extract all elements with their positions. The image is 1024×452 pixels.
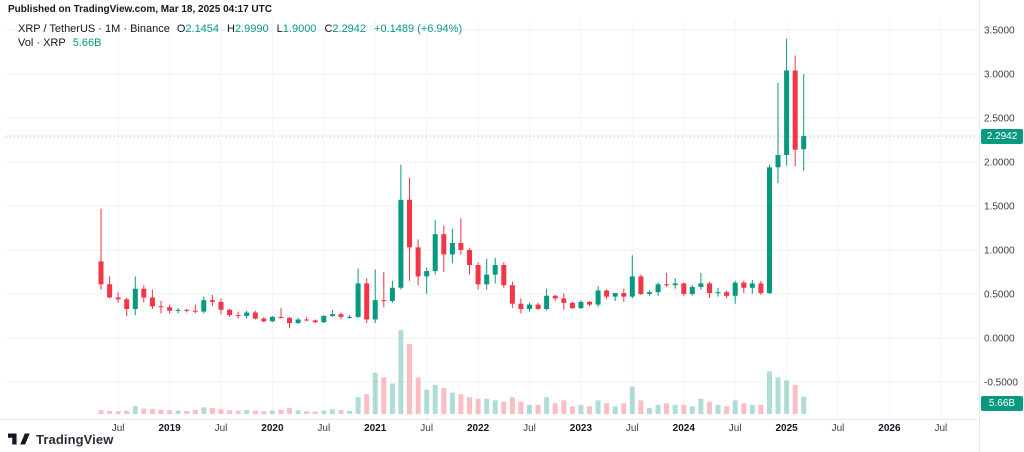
volume-title: Vol · XRP <box>18 37 66 49</box>
time-axis-tick: 2020 <box>261 423 284 434</box>
legend-symbol-row: XRP / TetherUS · 1M · Binance O2.1454 H2… <box>18 22 462 36</box>
grid-lines <box>0 0 980 452</box>
low-value: 1.9000 <box>282 23 317 35</box>
time-axis-tick: Jul <box>523 423 536 434</box>
time-axis-tick: Jul <box>317 423 330 434</box>
price-axis-tick: 3.5000 <box>984 26 1015 37</box>
price-axis-tick: 0.0000 <box>984 334 1015 345</box>
time-axis-tick: 2025 <box>775 423 798 434</box>
ohlc-high: H2.9990 <box>227 22 269 36</box>
chart-legend: XRP / TetherUS · 1M · Binance O2.1454 H2… <box>18 22 462 50</box>
last-price-label: 2.2942 <box>981 129 1023 144</box>
ohlc-close: C2.2942 <box>324 22 366 36</box>
volume-value: 5.66B <box>72 37 102 49</box>
price-axis-tick: -0.5000 <box>984 378 1018 389</box>
high-label: H <box>227 23 235 35</box>
price-axis-tick: 1.0000 <box>984 246 1015 257</box>
volume-bars <box>98 330 807 415</box>
close-value: 2.2942 <box>332 23 367 35</box>
tradingview-footer: TradingView <box>8 431 113 447</box>
high-value: 2.9990 <box>235 23 269 35</box>
time-axis-tick: Jul <box>935 423 948 434</box>
ohlc-low: L1.9000 <box>277 22 317 36</box>
last-volume-label: 5.66B <box>981 396 1023 411</box>
time-axis-tick: 2023 <box>570 423 593 434</box>
time-axis-tick: 2021 <box>364 423 387 434</box>
ohlc-open: O2.1454 <box>177 22 219 36</box>
price-axis-tick: 1.5000 <box>984 202 1015 213</box>
legend-volume-row: Vol · XRP 5.66B <box>18 36 462 50</box>
change-value: +0.1489 (+6.94%) <box>374 23 463 35</box>
price-axis-tick: 2.5000 <box>984 114 1015 125</box>
published-timestamp: Published on TradingView.com, Mar 18, 20… <box>8 4 272 15</box>
price-axis-tick: 3.0000 <box>984 70 1015 81</box>
price-axis-tick: 2.0000 <box>984 158 1015 169</box>
price-axis-tick: 0.5000 <box>984 290 1015 301</box>
time-axis-tick: Jul <box>626 423 639 434</box>
time-axis-tick: Jul <box>112 423 125 434</box>
time-axis-tick: Jul <box>729 423 742 434</box>
candles <box>98 38 807 329</box>
close-label: C <box>324 23 333 35</box>
open-label: O <box>176 23 186 35</box>
open-value: 2.1454 <box>185 23 220 35</box>
time-axis-tick: 2024 <box>673 423 696 434</box>
time-axis[interactable]: Jul 2019 Jul 2020 Jul 2021 Jul 2022 Jul 2023 Jul 20… <box>112 423 948 434</box>
time-axis-tick: Jul <box>420 423 433 434</box>
time-axis-tick: 2019 <box>158 423 181 434</box>
time-axis-tick: Jul <box>832 423 845 434</box>
price-axis[interactable]: 3.5000 3.0000 2.5000 2.0000 1.5000 1.0000 0.50… <box>984 26 1018 389</box>
symbol-title: XRP / TetherUS · 1M · Binance <box>18 23 170 35</box>
low-label: L <box>276 23 283 35</box>
time-axis-tick: Jul <box>215 423 228 434</box>
tradingview-logo-icon[interactable] <box>8 431 30 447</box>
tradingview-logo-text[interactable]: TradingView <box>36 431 114 447</box>
time-axis-tick: 2022 <box>467 423 490 434</box>
time-axis-tick: 2026 <box>878 423 901 434</box>
